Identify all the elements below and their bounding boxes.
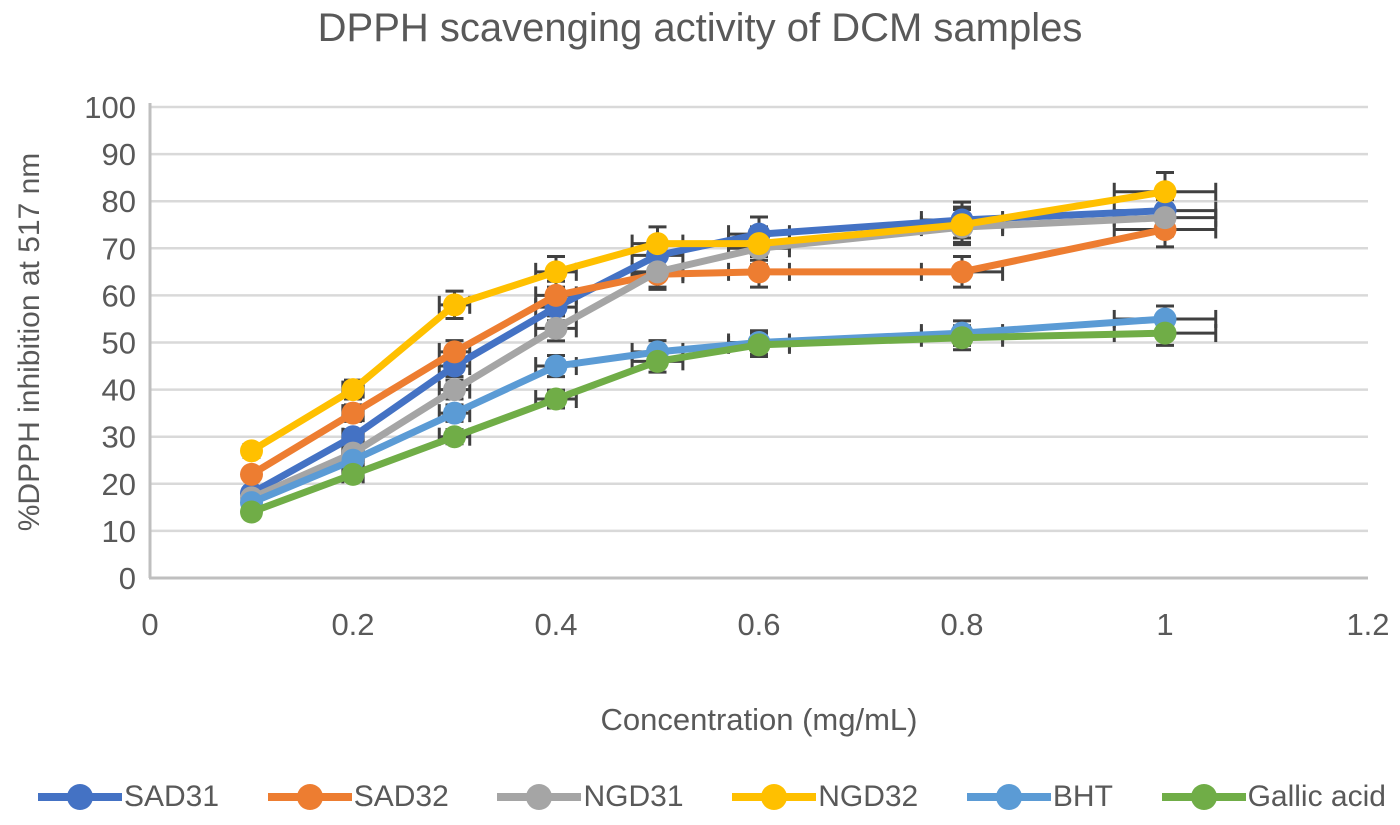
y-tick-label-90: 90 [102,137,136,172]
data-point-NGD31-0.3 [443,378,466,402]
legend-marker-icon [497,784,582,810]
data-point-NGD32-0.4 [544,260,568,284]
data-point-SAD32-0.4 [544,283,568,307]
legend-label: SAD32 [353,780,449,813]
data-point-NGD32-0.5 [646,232,669,256]
y-tick-label-50: 50 [102,326,136,361]
series-line-NGD32 [248,188,1169,455]
data-point-Gallic acid-0.8 [950,326,974,350]
data-point-Gallic acid-0.1 [240,500,263,524]
data-point-SAD31-0.2 [341,425,365,449]
y-tick-label-30: 30 [102,420,136,455]
legend-item-sad32: SAD32 [266,777,449,817]
legend-marker-icon [38,784,122,810]
data-point-NGD31-1 [1153,206,1177,230]
data-point-NGD32-0.2 [341,378,365,402]
y-axis-title: %DPPH inhibition at 517 nm [13,152,46,532]
data-point-BHT-0.4 [544,354,568,378]
legend-item-bht: BHT [965,777,1113,817]
y-tick-label-20: 20 [102,467,136,502]
data-point-SAD32-0.1 [240,462,263,486]
legend-item-ngd32: NGD32 [730,777,918,817]
legend: SAD31 SAD32 NGD31 NGD32 BHT Gallic acid [36,774,1386,820]
plot-area: 0 10 20 30 40 50 60 70 80 90 100 0 0.2 0.4 0.6 0.8 1 1.2 [84,90,1389,642]
legend-label: SAD31 [124,780,220,813]
data-point-BHT-0.3 [443,401,466,425]
legend-item-gallic-acid: Gallic acid [1160,777,1386,817]
legend-marker-icon [732,784,817,810]
legend-marker-icon [966,784,1051,810]
data-point-Gallic acid-0.5 [646,349,669,373]
x-tick-label-0: 0 [141,607,158,642]
data-point-SAD32-0.8 [950,260,974,284]
series-line-Gallic acid [248,329,1169,516]
x-tick-label-0.2: 0.2 [331,607,374,642]
data-point-SAD32-0.3 [443,340,466,364]
data-point-Gallic acid-0.3 [443,425,466,449]
x-tick-label-1: 1 [1156,607,1173,642]
legend-label: NGD32 [818,780,919,813]
data-point-NGD31-0.4 [544,316,568,340]
legend-label: BHT [1052,780,1113,813]
data-point-Gallic acid-0.4 [544,387,568,411]
y-tick-label-80: 80 [102,184,136,219]
data-point-NGD31-0.5 [646,260,669,284]
chart-title: DPPH scavenging activity of DCM samples [317,6,1083,50]
data-point-NGD32-0.6 [747,232,771,256]
data-point-NGD32-0.1 [240,439,263,463]
y-tick-label-60: 60 [102,278,136,313]
legend-label: NGD31 [583,780,684,813]
series-line-SAD32 [248,225,1169,478]
data-point-Gallic acid-0.6 [747,333,771,357]
legend-marker-icon [1161,784,1246,810]
data-point-SAD32-0.6 [747,260,771,284]
data-point-NGD32-0.3 [443,293,466,317]
y-tick-label-0: 0 [119,561,136,596]
x-tick-label-1.2: 1.2 [1346,607,1389,642]
legend-item-sad31: SAD31 [36,777,219,817]
x-tick-label-0.4: 0.4 [534,607,577,642]
y-tick-label-70: 70 [102,231,136,266]
y-tick-label-10: 10 [102,514,136,549]
y-tick-label-100: 100 [84,90,136,125]
data-point-NGD32-1 [1153,180,1177,204]
legend-label: Gallic acid [1247,780,1386,813]
y-tick-label-40: 40 [102,373,136,408]
data-point-Gallic acid-0.2 [341,462,365,486]
x-tick-label-0.6: 0.6 [737,607,780,642]
x-axis-title: Concentration (mg/mL) [600,702,918,737]
legend-item-ngd31: NGD31 [495,777,684,817]
data-point-SAD32-0.2 [341,401,365,425]
legend-marker-icon [267,784,352,810]
series-line-BHT [248,315,1169,507]
x-tick-label-0.8: 0.8 [940,607,983,642]
data-point-NGD32-0.8 [950,213,974,237]
data-point-Gallic acid-1 [1153,321,1177,345]
